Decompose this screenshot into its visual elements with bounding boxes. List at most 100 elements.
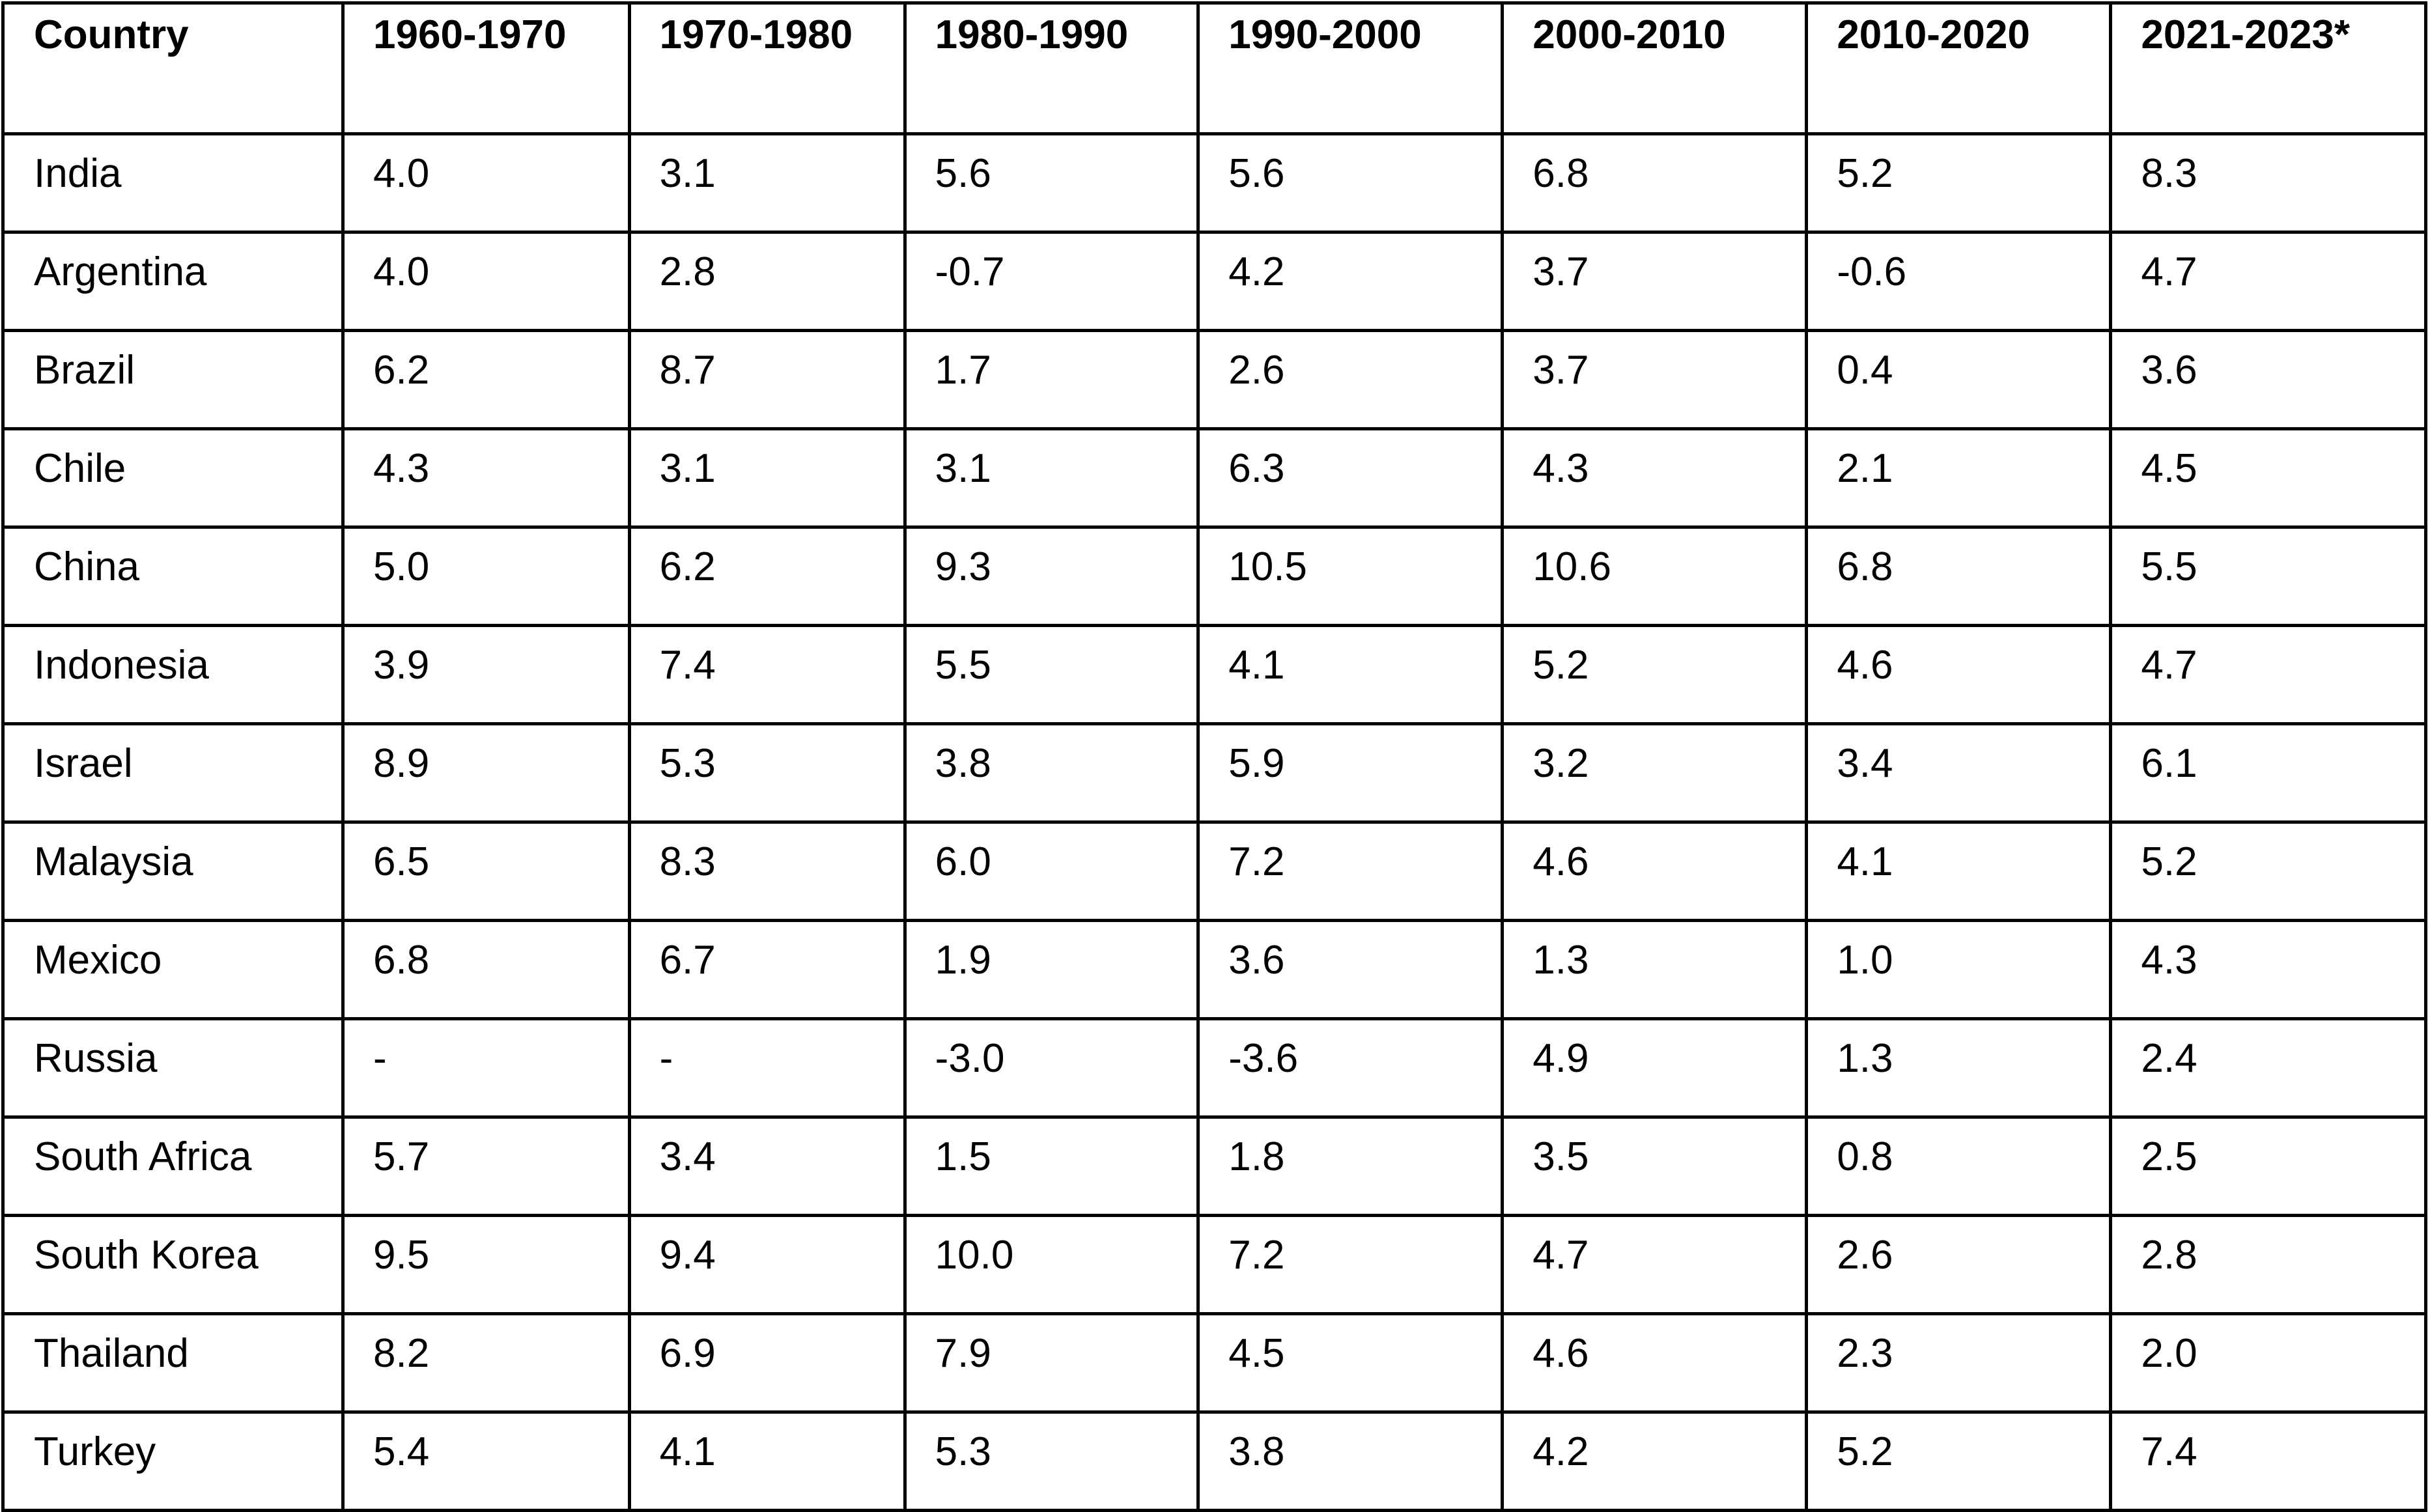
value-cell: 6.9 xyxy=(627,1312,907,1414)
value-cell: 3.6 xyxy=(2109,329,2427,430)
value-cell: 2.8 xyxy=(627,231,907,332)
value-cell: 5.2 xyxy=(2109,820,2427,922)
value-cell: 5.2 xyxy=(1501,624,1809,725)
value-cell: 6.3 xyxy=(1196,427,1505,529)
value-cell: -0.6 xyxy=(1805,231,2113,332)
value-cell: 7.2 xyxy=(1196,820,1505,922)
value-cell: 6.2 xyxy=(627,525,907,627)
country-cell: South Africa xyxy=(1,1115,345,1217)
value-cell: 6.8 xyxy=(1805,525,2113,627)
value-cell: 3.4 xyxy=(1805,722,2113,824)
value-cell: 4.7 xyxy=(1501,1214,1809,1315)
value-cell: 3.8 xyxy=(903,722,1200,824)
value-cell: 5.3 xyxy=(903,1410,1200,1512)
table-row: China 5.0 6.2 9.3 10.5 10.6 6.8 5.5 xyxy=(1,525,2427,627)
value-cell: 6.0 xyxy=(903,820,1200,922)
value-cell: 4.6 xyxy=(1501,1312,1809,1414)
header-country: Country xyxy=(1,1,345,135)
value-cell: 2.4 xyxy=(2109,1017,2427,1119)
value-cell: 4.1 xyxy=(1805,820,2113,922)
value-cell: 5.2 xyxy=(1805,1410,2113,1512)
table-row: Chile 4.3 3.1 3.1 6.3 4.3 2.1 4.5 xyxy=(1,427,2427,529)
value-cell: 5.2 xyxy=(1805,132,2113,234)
value-cell: 4.6 xyxy=(1501,820,1809,922)
value-cell: 7.2 xyxy=(1196,1214,1505,1315)
value-cell: 3.9 xyxy=(341,624,631,725)
value-cell: -3.0 xyxy=(903,1017,1200,1119)
table-row: Israel 8.9 5.3 3.8 5.9 3.2 3.4 6.1 xyxy=(1,722,2427,824)
value-cell: - xyxy=(341,1017,631,1119)
country-cell: Thailand xyxy=(1,1312,345,1414)
value-cell: 5.0 xyxy=(341,525,631,627)
value-cell: 3.1 xyxy=(903,427,1200,529)
value-cell: 4.1 xyxy=(1196,624,1505,725)
value-cell: 10.6 xyxy=(1501,525,1809,627)
value-cell: 7.4 xyxy=(627,624,907,725)
header-row: Country 1960-1970 1970-1980 1980-1990 19… xyxy=(1,1,2427,135)
value-cell: 3.4 xyxy=(627,1115,907,1217)
value-cell: 1.7 xyxy=(903,329,1200,430)
country-cell: Mexico xyxy=(1,919,345,1020)
value-cell: 4.3 xyxy=(1501,427,1809,529)
table-row: Brazil 6.2 8.7 1.7 2.6 3.7 0.4 3.6 xyxy=(1,329,2427,430)
value-cell: 2.6 xyxy=(1805,1214,2113,1315)
table-row: India 4.0 3.1 5.6 5.6 6.8 5.2 8.3 xyxy=(1,132,2427,234)
value-cell: 0.8 xyxy=(1805,1115,2113,1217)
table-row: Argentina 4.0 2.8 -0.7 4.2 3.7 -0.6 4.7 xyxy=(1,231,2427,332)
value-cell: 5.6 xyxy=(903,132,1200,234)
table-row: South Africa 5.7 3.4 1.5 1.8 3.5 0.8 2.5 xyxy=(1,1115,2427,1217)
country-cell: Israel xyxy=(1,722,345,824)
value-cell: 10.0 xyxy=(903,1214,1200,1315)
value-cell: 1.5 xyxy=(903,1115,1200,1217)
value-cell: 5.9 xyxy=(1196,722,1505,824)
value-cell: 7.4 xyxy=(2109,1410,2427,1512)
value-cell: 4.3 xyxy=(2109,919,2427,1020)
header-1960-1970: 1960-1970 xyxy=(341,1,631,135)
header-1970-1980: 1970-1980 xyxy=(627,1,907,135)
value-cell: 9.5 xyxy=(341,1214,631,1315)
value-cell: 1.8 xyxy=(1196,1115,1505,1217)
table-row: Mexico 6.8 6.7 1.9 3.6 1.3 1.0 4.3 xyxy=(1,919,2427,1020)
value-cell: 9.4 xyxy=(627,1214,907,1315)
value-cell: 3.1 xyxy=(627,132,907,234)
country-cell: Indonesia xyxy=(1,624,345,725)
value-cell: 2.5 xyxy=(2109,1115,2427,1217)
value-cell: 7.9 xyxy=(903,1312,1200,1414)
header-2021-2023: 2021-2023* xyxy=(2109,1,2427,135)
value-cell: 2.0 xyxy=(2109,1312,2427,1414)
value-cell: 4.5 xyxy=(2109,427,2427,529)
value-cell: 8.7 xyxy=(627,329,907,430)
value-cell: 6.1 xyxy=(2109,722,2427,824)
table-row: Malaysia 6.5 8.3 6.0 7.2 4.6 4.1 5.2 xyxy=(1,820,2427,922)
table-row: Russia - - -3.0 -3.6 4.9 1.3 2.4 xyxy=(1,1017,2427,1119)
header-1980-1990: 1980-1990 xyxy=(903,1,1200,135)
value-cell: 2.8 xyxy=(2109,1214,2427,1315)
header-2000-2010: 2000-2010 xyxy=(1501,1,1809,135)
value-cell: 4.2 xyxy=(1501,1410,1809,1512)
value-cell: 5.7 xyxy=(341,1115,631,1217)
value-cell: -0.7 xyxy=(903,231,1200,332)
table-row: Indonesia 3.9 7.4 5.5 4.1 5.2 4.6 4.7 xyxy=(1,624,2427,725)
country-cell: Turkey xyxy=(1,1410,345,1512)
header-2010-2020: 2010-2020 xyxy=(1805,1,2113,135)
value-cell: 1.9 xyxy=(903,919,1200,1020)
country-cell: China xyxy=(1,525,345,627)
value-cell: 4.7 xyxy=(2109,624,2427,725)
value-cell: 4.6 xyxy=(1805,624,2113,725)
value-cell: 4.5 xyxy=(1196,1312,1505,1414)
country-cell: Malaysia xyxy=(1,820,345,922)
value-cell: 10.5 xyxy=(1196,525,1505,627)
value-cell: 8.3 xyxy=(2109,132,2427,234)
value-cell: 6.8 xyxy=(341,919,631,1020)
value-cell: 0.4 xyxy=(1805,329,2113,430)
country-cell: Brazil xyxy=(1,329,345,430)
value-cell: 1.3 xyxy=(1501,919,1809,1020)
header-1990-2000: 1990-2000 xyxy=(1196,1,1505,135)
value-cell: 2.1 xyxy=(1805,427,2113,529)
value-cell: 6.5 xyxy=(341,820,631,922)
value-cell: 2.3 xyxy=(1805,1312,2113,1414)
country-cell: Russia xyxy=(1,1017,345,1119)
value-cell: 5.6 xyxy=(1196,132,1505,234)
